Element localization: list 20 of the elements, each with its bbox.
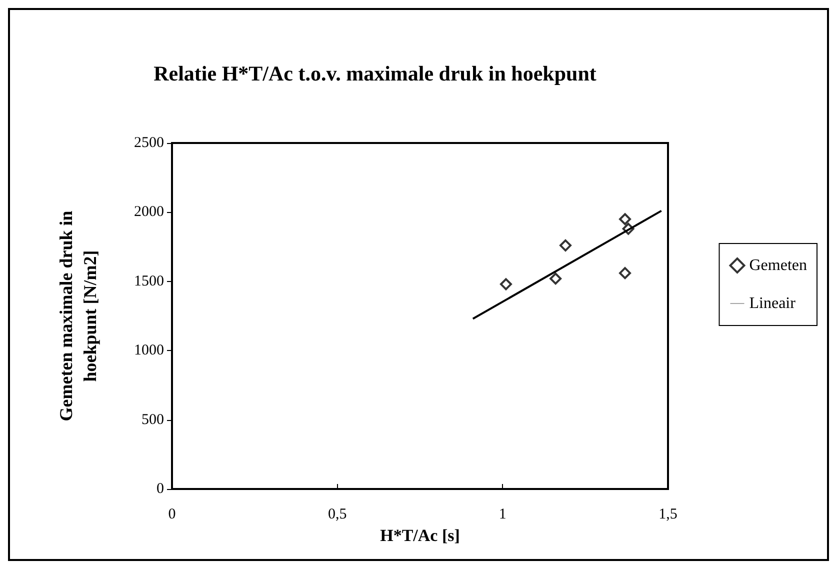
x-tick-label: 1,5 bbox=[658, 506, 678, 522]
y-tick-label: 500 bbox=[142, 412, 164, 428]
y-tick-label: 1000 bbox=[134, 342, 164, 359]
point bbox=[559, 239, 572, 252]
x-tick-label: 0,5 bbox=[328, 506, 347, 522]
x-tick-label: 0 bbox=[168, 506, 176, 522]
y-axis-title: Gemeten maximale druk in hoekpunt [N/m2] bbox=[56, 210, 100, 422]
y-tick-label: 2500 bbox=[134, 135, 164, 151]
legend-label: Gemeten bbox=[749, 257, 807, 274]
y-tick-label: 1500 bbox=[134, 273, 164, 290]
y-tick-label: 2000 bbox=[134, 204, 164, 220]
point bbox=[500, 278, 512, 290]
point bbox=[619, 213, 632, 226]
y-tick-label: 0 bbox=[156, 481, 164, 497]
chart-title: Relatie H*T/Ac t.o.v. maximale druk in hoekpunt bbox=[154, 62, 596, 86]
x-tick-label: 1 bbox=[498, 506, 506, 522]
point bbox=[550, 272, 562, 285]
legend-label: Lineair bbox=[749, 295, 796, 312]
point bbox=[619, 267, 632, 280]
x-axis-title: H*T/Ac [s] bbox=[380, 526, 460, 545]
